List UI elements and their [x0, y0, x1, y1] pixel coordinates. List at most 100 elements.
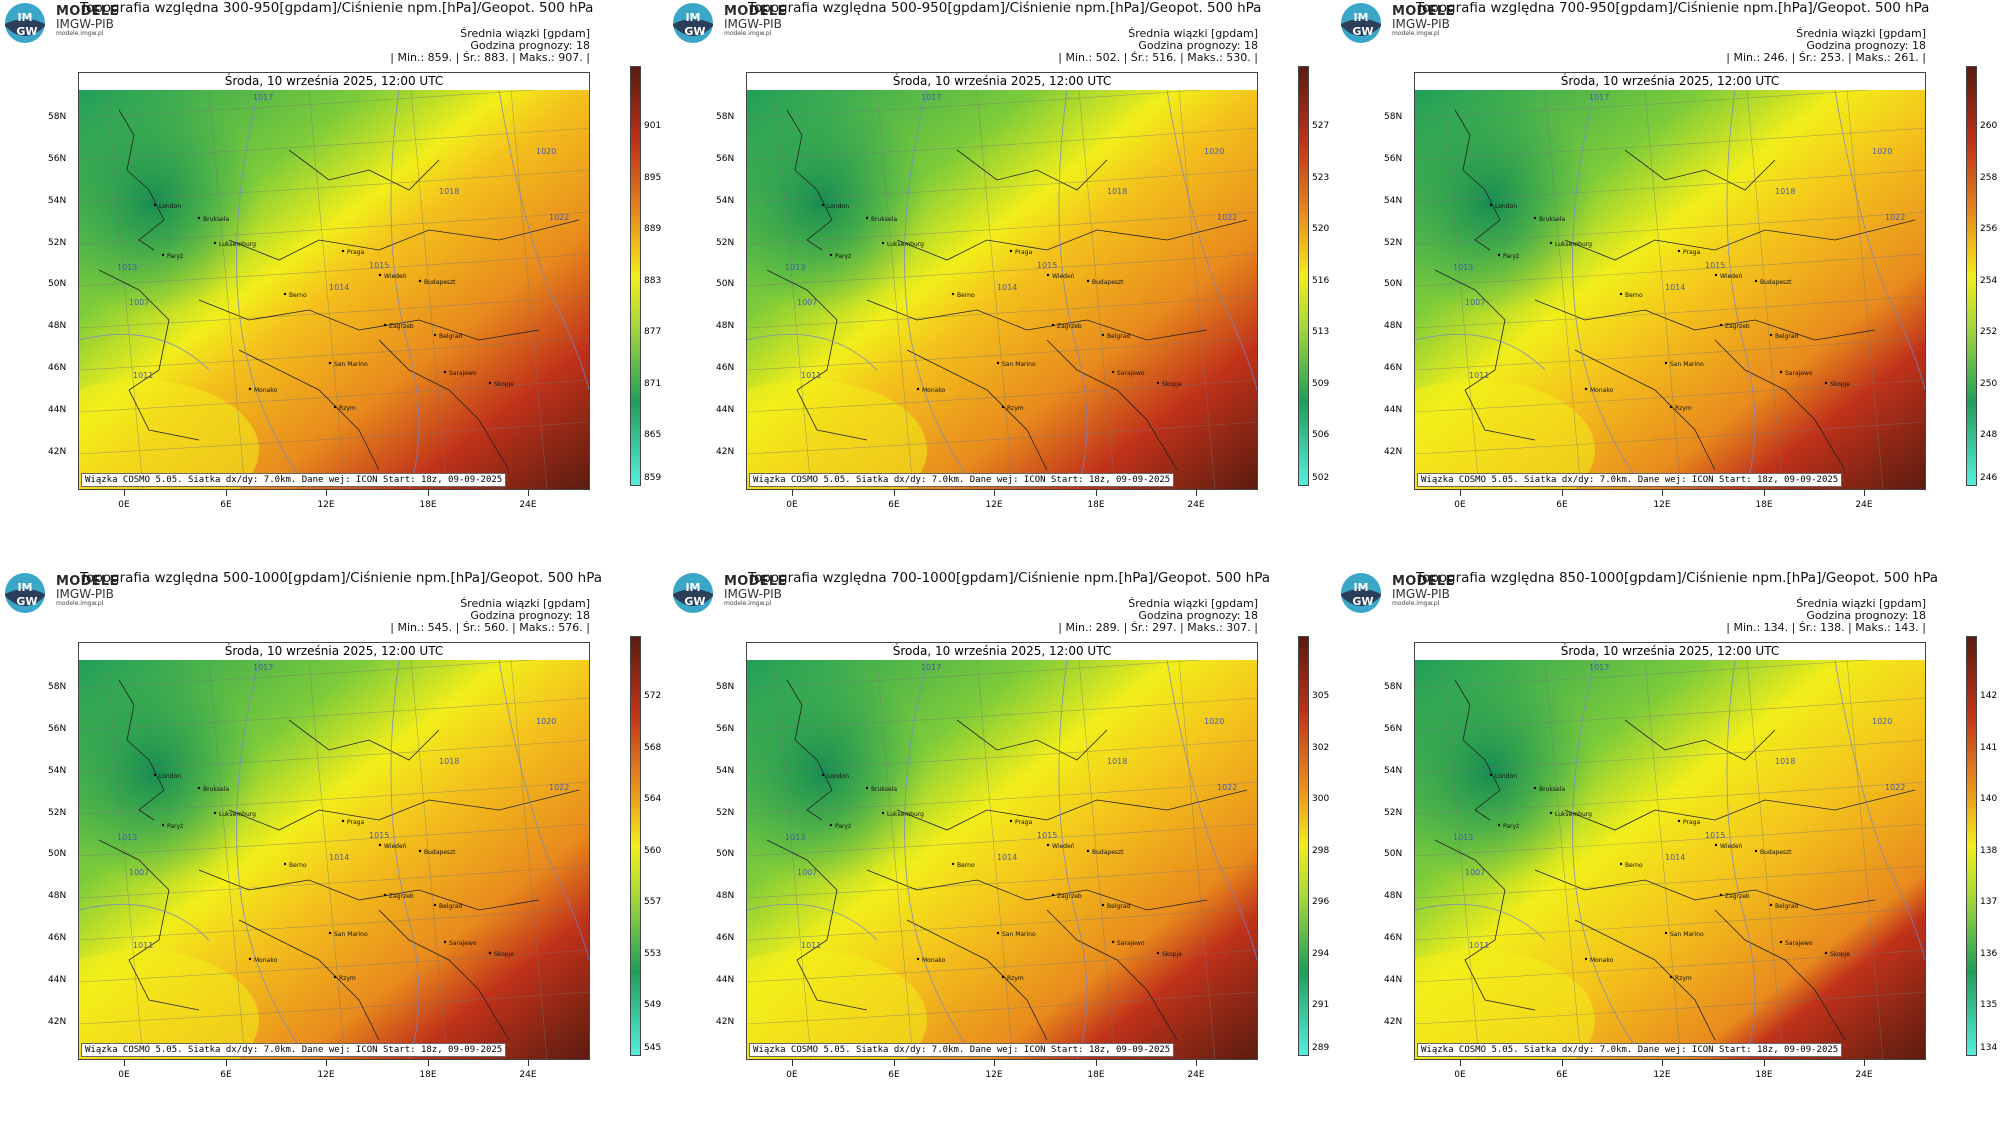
- lon-tick: [428, 490, 429, 496]
- city-label: Luksemburg: [1555, 241, 1592, 248]
- imgw-logo-icon: IM GW: [1341, 3, 1381, 43]
- city-label: Belgrad: [1775, 903, 1798, 910]
- city-label: San Marino: [334, 931, 368, 938]
- city-label: Praga: [1015, 249, 1032, 256]
- colorbar-tick: 289: [1312, 1043, 1330, 1053]
- lat-label: 54N: [48, 196, 67, 206]
- city-label: San Marino: [1670, 931, 1704, 938]
- forecast-hour: Godzina prognozy: 18: [1138, 609, 1258, 622]
- graticule: [79, 90, 589, 489]
- isobar-label: 1022: [549, 783, 569, 792]
- city-label: Bruksela: [871, 786, 897, 793]
- map[interactable]: Środa, 10 września 2025, 12:00 UTC 1017 1…: [1414, 72, 1926, 490]
- colorbar-tick: 248: [1980, 430, 1998, 440]
- forecast-hour: Godzina prognozy: 18: [470, 609, 590, 622]
- city-label: Paryż: [167, 823, 183, 830]
- colorbar-tick: 256: [1980, 224, 1998, 234]
- coastlines: [766, 109, 1248, 471]
- map-field: 1017 1013 1007 1011 1015 1018 1020 1022 1014 Lond…: [1415, 660, 1925, 1059]
- logo-org: IMGW-PIB: [1392, 587, 1450, 601]
- colorbar-tick: 140: [1980, 794, 1998, 804]
- city-label: Budapeszt: [1760, 849, 1792, 856]
- colorbar-tick: 252: [1980, 327, 1998, 337]
- isobar-label: 1015: [369, 261, 389, 270]
- city-label: Luksemburg: [219, 811, 256, 818]
- map[interactable]: Środa, 10 września 2025, 12:00 UTC 1017 1…: [746, 642, 1258, 1060]
- city-label: Praga: [1683, 249, 1700, 256]
- lat-label: 44N: [48, 405, 67, 415]
- colorbar-tick: 901: [644, 121, 662, 131]
- city-label: San Marino: [334, 361, 368, 368]
- lat-label: 42N: [48, 447, 67, 457]
- lat-label: 48N: [716, 891, 735, 901]
- mean-label: Średnia wiązki [gpdam]: [1796, 27, 1926, 40]
- isobars: [79, 90, 589, 489]
- city-label: Praga: [347, 819, 364, 826]
- isobar-label: 1013: [785, 263, 805, 272]
- city-label: London: [827, 773, 849, 780]
- lon-label: 12E: [1653, 1070, 1671, 1080]
- map-field: 1017 1013 1007 1011 1015 1018 1020 1022 1014 Lond…: [79, 90, 589, 489]
- lon-label: 6E: [888, 500, 900, 510]
- lon-tick: [1460, 1060, 1461, 1066]
- map-field: 1017 1013 1007 1011 1015 1018 1020 1022 1014 Lond…: [747, 660, 1257, 1059]
- city-label: Paryż: [835, 823, 851, 830]
- lon-label: 0E: [118, 500, 130, 510]
- panel-title: Topografia względna 700-1000[gpdam]/Ciśn…: [748, 570, 1271, 586]
- lon-tick: [226, 490, 227, 496]
- city-label: San Marino: [1002, 931, 1036, 938]
- map[interactable]: Środa, 10 września 2025, 12:00 UTC 1017 1…: [1414, 642, 1926, 1060]
- lat-label: 46N: [1384, 933, 1403, 943]
- stats-block: Średnia wiązki [gpdam] Godzina prognozy:…: [390, 598, 590, 634]
- isobar-label: 1017: [1589, 663, 1609, 672]
- forecast-hour: Godzina prognozy: 18: [1806, 39, 1926, 52]
- lat-label: 46N: [716, 363, 735, 373]
- coastlines: [98, 679, 580, 1041]
- logo-name: MODELE: [1392, 574, 1455, 589]
- city-label: Paryż: [835, 253, 851, 260]
- city-label: Bruksela: [871, 216, 897, 223]
- isobar-label: 1017: [253, 663, 273, 672]
- map[interactable]: Środa, 10 września 2025, 12:00 UTC 1017 1…: [78, 642, 590, 1060]
- isobar-label: 1020: [536, 717, 556, 726]
- city-label: Sarajewo: [1117, 370, 1145, 377]
- lat-label: 58N: [716, 682, 735, 692]
- isobar-label: 1015: [1705, 261, 1725, 270]
- city-label: London: [827, 203, 849, 210]
- lat-label: 58N: [48, 112, 67, 122]
- isobar-label: 1022: [1885, 213, 1905, 222]
- lat-label: 56N: [716, 154, 735, 164]
- logo-url: modele.imgw.pl: [1392, 30, 1440, 37]
- svg-text:GW: GW: [684, 25, 705, 38]
- isobar-label: 1007: [129, 868, 149, 877]
- colorbar-tick: 250: [1980, 378, 1998, 389]
- isobar-label: 1011: [1469, 941, 1489, 950]
- lat-label: 52N: [48, 808, 67, 818]
- city-label: Budapeszt: [424, 849, 456, 856]
- svg-text:IM: IM: [17, 11, 32, 24]
- city-label: Skopje: [494, 951, 514, 958]
- isobar-label: 1020: [1872, 147, 1892, 156]
- city-label: Skopje: [494, 381, 514, 388]
- colorbar-tick: 520: [1312, 224, 1330, 234]
- coastlines: [98, 109, 580, 471]
- city-label: Monako: [922, 957, 946, 964]
- city-label: Berno: [957, 862, 975, 869]
- city-label: Berno: [289, 862, 307, 869]
- city-label: Paryż: [167, 253, 183, 260]
- stats-block: Średnia wiązki [gpdam] Godzina prognozy:…: [1058, 28, 1258, 64]
- colorbar: [1966, 66, 1977, 486]
- isobar-label: 1022: [1885, 783, 1905, 792]
- city-label: Luksemburg: [887, 241, 924, 248]
- city-label: Luksemburg: [887, 811, 924, 818]
- isobar-label: 1017: [921, 93, 941, 102]
- isobar-label: 1007: [797, 868, 817, 877]
- lon-tick: [1562, 1060, 1563, 1066]
- map[interactable]: Środa, 10 września 2025, 12:00 UTC 1017 1…: [746, 72, 1258, 490]
- lat-label: 42N: [48, 1017, 67, 1027]
- map[interactable]: Środa, 10 września 2025, 12:00 UTC 1017 1…: [78, 72, 590, 490]
- lon-label: 0E: [1454, 1070, 1466, 1080]
- isobar-label: 1013: [117, 833, 137, 842]
- lon-label: 6E: [220, 500, 232, 510]
- city-label: Wiedeń: [1052, 843, 1075, 850]
